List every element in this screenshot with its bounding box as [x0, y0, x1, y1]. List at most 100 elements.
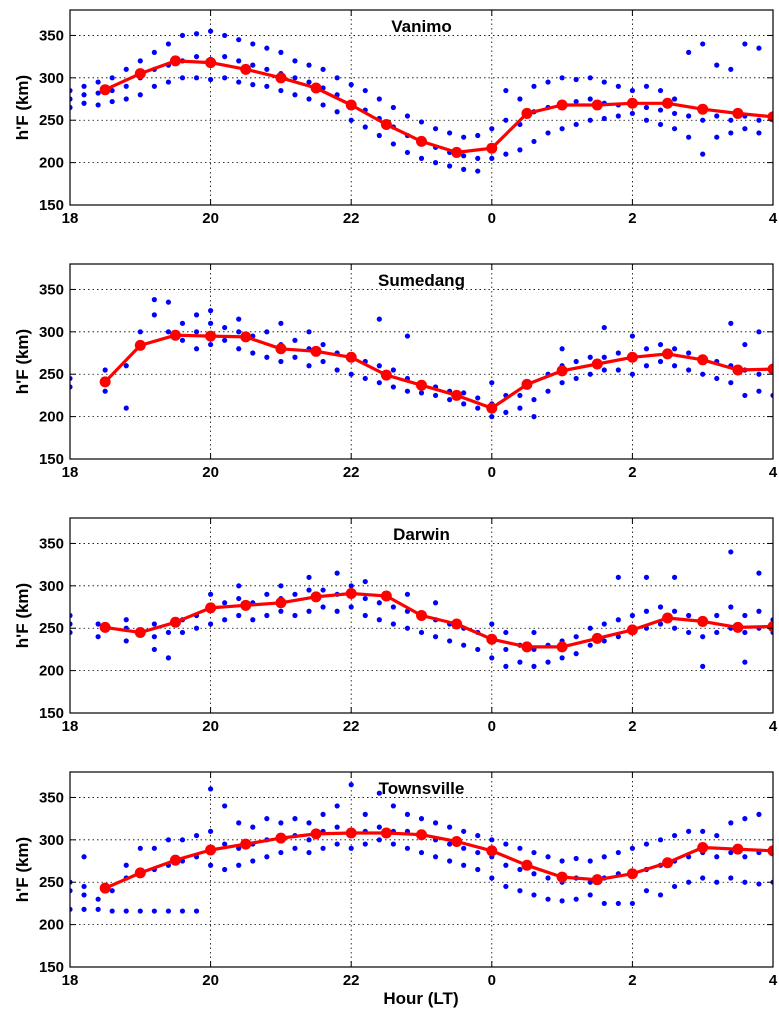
mean-marker — [767, 621, 773, 633]
scatter-point — [208, 341, 214, 348]
scatter-point — [264, 83, 270, 89]
scatter-point — [432, 160, 439, 166]
scatter-point — [137, 92, 143, 98]
scatter-point — [95, 634, 101, 640]
scatter-point — [503, 409, 509, 415]
scatter-point — [151, 634, 157, 640]
scatter-point — [517, 866, 523, 873]
scatter-point — [222, 803, 228, 809]
mean-marker — [697, 841, 709, 853]
scatter-point — [461, 862, 467, 868]
panel-title: Sumedang — [378, 271, 465, 290]
mean-marker — [521, 859, 533, 871]
mean-marker — [134, 339, 146, 351]
x-tick-label: 4 — [769, 972, 778, 989]
scatter-point — [165, 629, 172, 636]
mean-marker — [732, 364, 744, 376]
scatter-point — [404, 388, 411, 394]
scatter-point — [193, 54, 200, 60]
mean-marker — [697, 103, 709, 115]
mean-marker — [275, 72, 287, 84]
scatter-point — [671, 883, 678, 890]
x-tick-label: 18 — [62, 972, 79, 989]
scatter-point — [70, 104, 73, 111]
scatter-point — [475, 832, 481, 839]
scatter-point — [222, 324, 228, 331]
x-tick-label: 18 — [62, 464, 79, 481]
scatter-point — [306, 574, 312, 580]
scatter-point — [447, 824, 453, 830]
mean-marker — [169, 55, 181, 67]
scatter-point — [531, 629, 537, 636]
scatter-point — [390, 604, 396, 610]
scatter-point — [657, 87, 664, 94]
scatter-point — [418, 629, 425, 636]
mean-marker — [380, 118, 392, 130]
scatter-point — [643, 346, 650, 352]
y-tick-label: 200 — [39, 155, 64, 172]
mean-marker — [275, 597, 287, 609]
scatter-point — [81, 83, 87, 89]
scatter-point — [250, 617, 256, 623]
mean-line — [104, 333, 773, 410]
scatter-point — [573, 896, 579, 902]
scatter-point — [320, 811, 326, 817]
scatter-point — [376, 824, 382, 830]
scatter-point — [236, 612, 242, 619]
scatter-point — [728, 549, 734, 555]
scatter-point — [742, 392, 748, 399]
scatter-point — [236, 37, 242, 43]
scatter-point — [348, 604, 354, 610]
scatter-point — [475, 155, 481, 161]
scatter-point — [278, 320, 284, 326]
scatter-point — [208, 76, 214, 83]
mean-marker — [240, 63, 252, 75]
x-tick-label: 0 — [488, 718, 496, 735]
scatter-point — [81, 906, 87, 912]
mean-marker — [416, 135, 427, 147]
panel-2: 18 20 22 0 2 4 150 200 250 300 350 Sumedang h'F (km) — [13, 263, 778, 481]
scatter-point — [222, 32, 228, 39]
scatter-point — [278, 583, 284, 589]
y-tick-label: 250 — [39, 620, 64, 637]
scatter-point — [756, 388, 762, 394]
scatter-point — [671, 625, 678, 631]
scatter-point — [334, 570, 340, 576]
scatter-point — [643, 888, 650, 894]
data-layer — [70, 28, 773, 174]
scatter-point — [657, 837, 664, 843]
scatter-point — [461, 401, 467, 407]
mean-marker — [451, 836, 463, 848]
scatter-point — [531, 83, 537, 89]
scatter-point — [728, 875, 734, 881]
scatter-point — [657, 107, 664, 113]
scatter-point — [390, 141, 396, 147]
scatter-point — [559, 380, 565, 386]
scatter-point — [587, 354, 593, 360]
scatter-point — [348, 583, 354, 589]
scatter-point — [517, 888, 523, 894]
scatter-point — [404, 845, 411, 851]
axes-frame — [69, 771, 774, 968]
scatter-point — [376, 316, 382, 322]
scatter-point — [376, 380, 382, 386]
x-tick-label: 4 — [769, 210, 778, 227]
scatter-point — [236, 329, 242, 335]
scatter-point — [615, 367, 621, 373]
scatter-point — [348, 371, 354, 377]
scatter-point — [250, 62, 256, 68]
scatter-point — [137, 329, 143, 335]
y-tick-label: 350 — [39, 281, 64, 298]
mean-marker — [205, 57, 217, 69]
scatter-point — [179, 320, 186, 326]
scatter-point — [320, 845, 326, 851]
scatter-point — [236, 820, 242, 826]
scatter-point — [671, 363, 678, 369]
scatter-point — [362, 87, 368, 94]
scatter-point — [376, 96, 382, 102]
scatter-point — [657, 604, 664, 610]
scatter-point — [587, 96, 593, 102]
scatter-point — [573, 98, 579, 105]
scatter-point — [742, 612, 748, 619]
y-tick-label: 150 — [39, 451, 64, 468]
